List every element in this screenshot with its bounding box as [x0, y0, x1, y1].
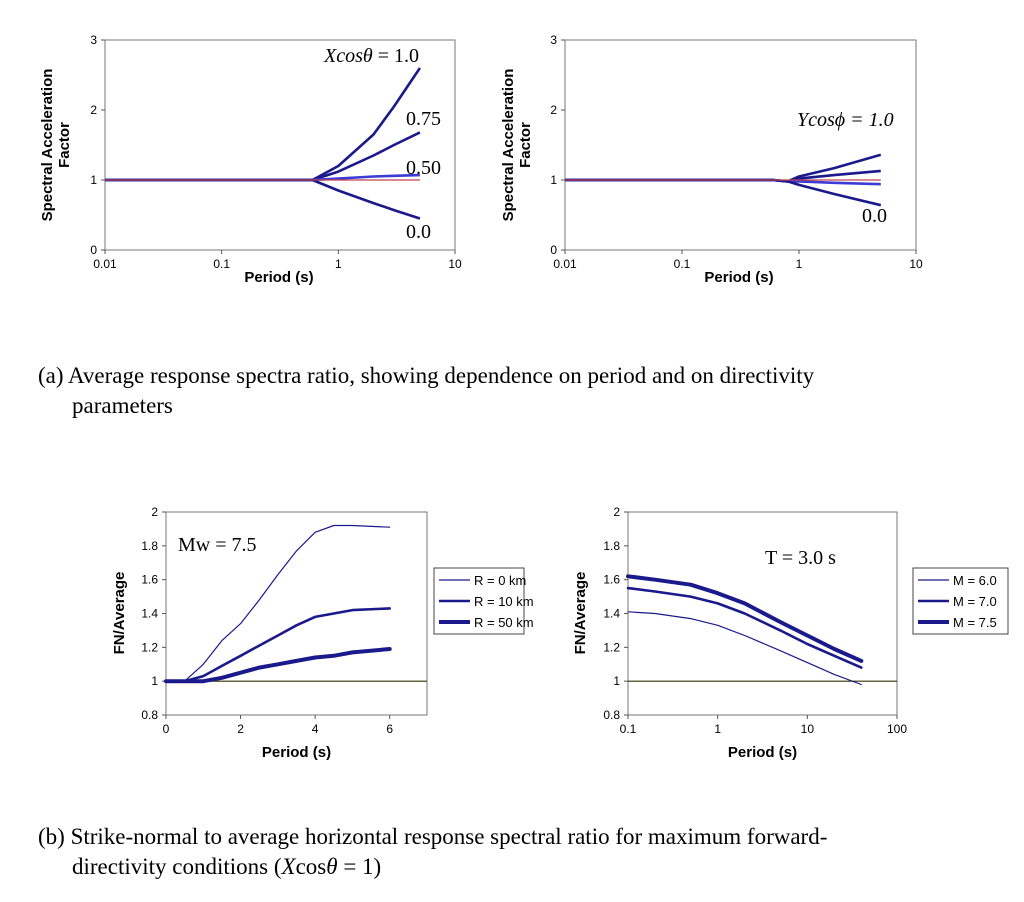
x-tick-label: 0	[163, 722, 170, 736]
series-line	[105, 131, 421, 182]
series-line	[105, 67, 421, 182]
x-tick-label: 1	[714, 722, 721, 736]
series-line	[626, 586, 863, 669]
y-tick-label: 0.8	[603, 708, 620, 722]
x-tick-label: 10	[448, 257, 462, 271]
legend-label: R = 50 km	[474, 615, 534, 630]
y-tick-label: 2	[90, 103, 97, 117]
series-line	[105, 178, 421, 220]
series-line	[626, 574, 864, 663]
x-tick-label: 0.1	[620, 722, 637, 736]
y-tick-label: 1	[90, 173, 97, 187]
caption-b-line2-mid: cos	[295, 854, 327, 879]
plot-frame	[564, 39, 917, 251]
y-tick-label: 2	[613, 505, 620, 519]
x-tick-label: 0.01	[553, 257, 577, 271]
y-tick-label: 1.2	[141, 640, 158, 654]
legend-label: R = 10 km	[474, 594, 534, 609]
legend: M = 6.0 M = 7.0 M = 7.5	[912, 567, 1009, 635]
y-tick-label: 2	[151, 505, 158, 519]
legend-label: M = 7.0	[953, 594, 997, 609]
annotation-xcos-label: Xcosθ = 1.0	[323, 45, 419, 67]
series-line	[565, 153, 882, 183]
plot-frame	[104, 39, 456, 251]
annotation-curve-label: 0.75	[406, 108, 441, 130]
y-axis-label: Spectral AccelerationFactor	[39, 69, 73, 222]
annotation-rest: = 1.0	[373, 45, 419, 67]
annotation-ycos-label: Ycosϕ = 1.0	[797, 109, 894, 131]
x-tick-label: 0.1	[674, 257, 691, 271]
chart-b-right: 0.8 1 1.2 1.4 1.6 1.8 2 0.1 1 10 100 FN/Average Peri…	[572, 505, 1009, 761]
y-tick-label: 1	[613, 674, 620, 688]
x-tick-label: 1	[796, 257, 803, 271]
annotation-curve-label: 0.0	[862, 205, 887, 227]
caption-b: (b) Strike-normal to average horizontal …	[38, 822, 988, 882]
y-axis-label: Spectral AccelerationFactor	[500, 69, 534, 222]
series-line	[165, 524, 391, 682]
chart-a-left: 0 1 2 3 0.01 0.1 1 10 Spectral AccelerationFacto…	[39, 33, 462, 286]
legend-label: M = 7.5	[953, 615, 997, 630]
x-tick-label: 2	[237, 722, 244, 736]
annotation-label: Mw = 7.5	[178, 534, 257, 556]
chart-b-left: 0.8 1 1.2 1.4 1.6 1.8 2 0 2 4 6 FN/Average Period (s…	[111, 505, 534, 761]
y-tick-label: 0	[90, 243, 97, 257]
legend: R = 0 km R = 10 km R = 50 km	[433, 567, 534, 635]
x-tick-label: 6	[386, 722, 393, 736]
y-tick-label: 1	[550, 173, 557, 187]
series-line	[164, 647, 392, 684]
y-axis-label: FN/Average	[111, 572, 128, 655]
y-axis-label-line: Factor	[517, 122, 534, 168]
caption-b-line2-prefix: directivity conditions (	[72, 854, 282, 879]
annotation-italic: Xcosθ	[323, 45, 373, 67]
x-tick-label: 0.01	[93, 257, 117, 271]
x-tick-label: 10	[909, 257, 923, 271]
x-tick-label: 1	[335, 257, 342, 271]
y-tick-label: 1.4	[141, 607, 158, 621]
y-tick-label: 3	[550, 33, 557, 47]
caption-a-line1: (a) Average response spectra ratio, show…	[38, 363, 815, 388]
caption-b-line2-theta: θ	[326, 854, 338, 879]
x-tick-label: 4	[312, 722, 319, 736]
caption-a: (a) Average response spectra ratio, show…	[38, 361, 978, 421]
y-tick-label: 0.8	[141, 708, 158, 722]
y-tick-label: 3	[90, 33, 97, 47]
caption-b-line2-italic: X	[281, 854, 296, 879]
y-tick-label: 1.2	[603, 640, 620, 654]
y-tick-label: 1.8	[141, 539, 158, 553]
y-tick-label: 1.8	[603, 539, 620, 553]
x-tick-label: 10	[801, 722, 815, 736]
x-axis-label: Period (s)	[704, 269, 773, 286]
y-axis-label: FN/Average	[572, 572, 589, 655]
x-tick-label: 0.1	[213, 257, 230, 271]
y-tick-label: 1.6	[603, 573, 620, 587]
y-axis-label-line: Factor	[56, 122, 73, 168]
legend-label: R = 0 km	[474, 573, 526, 588]
caption-a-line2: parameters	[72, 393, 173, 418]
legend-label: M = 6.0	[953, 573, 997, 588]
caption-b-line1: (b) Strike-normal to average horizontal …	[38, 824, 828, 849]
y-axis-label-line: Spectral Acceleration	[500, 69, 517, 222]
y-tick-label: 1.4	[603, 607, 620, 621]
y-tick-label: 1	[151, 674, 158, 688]
y-tick-label: 0	[550, 243, 557, 257]
x-axis-label: Period (s)	[262, 744, 331, 761]
y-tick-label: 2	[550, 103, 557, 117]
caption-b-line2-suffix: = 1)	[337, 854, 382, 879]
annotation-curve-label: 0.0	[406, 221, 431, 243]
x-axis-label: Period (s)	[244, 269, 313, 286]
series-line	[627, 611, 862, 686]
x-axis-label: Period (s)	[728, 744, 797, 761]
chart-a-right: 0 1 2 3 0.01 0.1 1 10 Spectral AccelerationFacto…	[500, 33, 923, 286]
y-tick-label: 1.6	[141, 573, 158, 587]
annotation-curve-label: 0.50	[406, 157, 441, 179]
annotation-label: T = 3.0 s	[765, 547, 836, 569]
caption-b-line2: directivity conditions (Xcosθ = 1)	[38, 852, 988, 882]
x-tick-label: 100	[887, 722, 907, 736]
y-axis-label-line: Spectral Acceleration	[39, 69, 56, 222]
series-line	[164, 607, 391, 683]
